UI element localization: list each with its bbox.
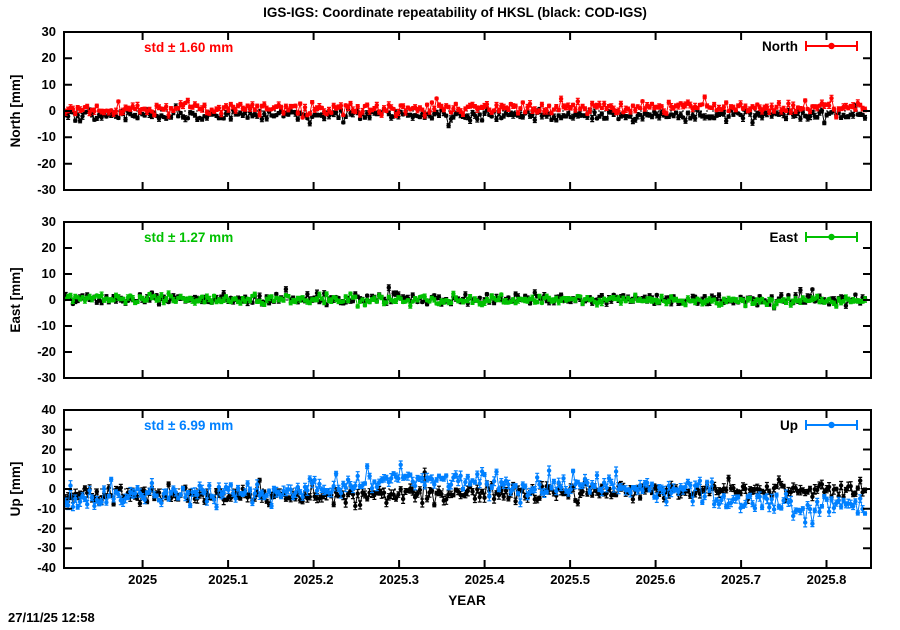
y-tick-label-east: 20 [41, 240, 56, 255]
plot-border-east [63, 221, 872, 379]
chart-title: IGS-IGS: Coordinate repeatability of HKS… [263, 5, 647, 20]
y-tick-label-up: 10 [41, 461, 56, 477]
x-tick-label: 2025.5 [550, 572, 590, 587]
y-tick-label-north: 0 [48, 103, 56, 118]
y-tick-label-north: 10 [41, 76, 56, 92]
legend-sample-north [805, 41, 858, 51]
y-tick-label-up: -10 [37, 500, 56, 516]
legend-sample-up [805, 420, 858, 430]
y-tick-label-up: -30 [37, 540, 56, 556]
series-north-igs-igs [64, 94, 868, 120]
y-tick-label-east: -10 [37, 318, 56, 333]
std-annotation-up: std ± 6.99 mm [144, 418, 234, 433]
timestamp: 27/11/25 12:58 [8, 610, 95, 625]
series-up-igs-igs [64, 460, 868, 528]
series-east-igs-igs [64, 290, 868, 310]
x-axis-label: YEAR [448, 593, 486, 608]
plot-border-north [63, 31, 872, 191]
panel-north [64, 94, 871, 129]
panel-ticks-east [64, 221, 871, 379]
x-tick-label: 2025.7 [721, 572, 761, 587]
y-tick-label-north: -20 [37, 155, 56, 171]
y-tick-label-east: -30 [37, 370, 56, 385]
std-annotation-east: std ± 1.27 mm [144, 230, 234, 245]
y-tick-label-east: 0 [48, 292, 56, 307]
panel-east [64, 284, 871, 311]
y-tick-label-east: -20 [37, 344, 56, 359]
y-tick-label-up: 20 [41, 441, 56, 457]
x-tick-label: 2025.1 [208, 572, 248, 587]
y-tick-label-up: 0 [48, 481, 56, 496]
legend-sample-east [805, 232, 858, 242]
x-tick-label: 2025.2 [293, 572, 334, 587]
y-tick-label-up: -40 [37, 560, 56, 575]
x-tick-label: 2025.4 [464, 572, 505, 587]
y-tick-label-north: -10 [37, 129, 56, 145]
legend-label-east: East [769, 230, 798, 245]
y-tick-label-east: 10 [41, 266, 56, 281]
y-tick-label-east: 30 [41, 214, 56, 229]
legend-label-up: Up [780, 418, 798, 433]
y-tick-label-up: -20 [37, 520, 56, 536]
y-tick-label-north: 20 [41, 50, 56, 66]
panel-ticks-north [64, 31, 871, 191]
x-tick-label: 2025.3 [379, 572, 419, 587]
x-tick-label: 2025.8 [806, 572, 847, 587]
y-tick-label-up: 40 [41, 402, 56, 417]
y-tick-label-north: 30 [41, 24, 56, 39]
y-tick-label-north: -30 [37, 182, 56, 197]
y-tick-label-up: 30 [41, 421, 56, 437]
std-annotation-north: std ± 1.60 mm [144, 40, 234, 55]
x-tick-label: 2025.6 [635, 572, 676, 587]
legend-label-north: North [762, 39, 798, 54]
x-tick-label: 2025 [128, 572, 158, 587]
panel-up [64, 460, 871, 528]
plot-border-up [63, 409, 872, 569]
panel-ticks-up [64, 409, 871, 569]
